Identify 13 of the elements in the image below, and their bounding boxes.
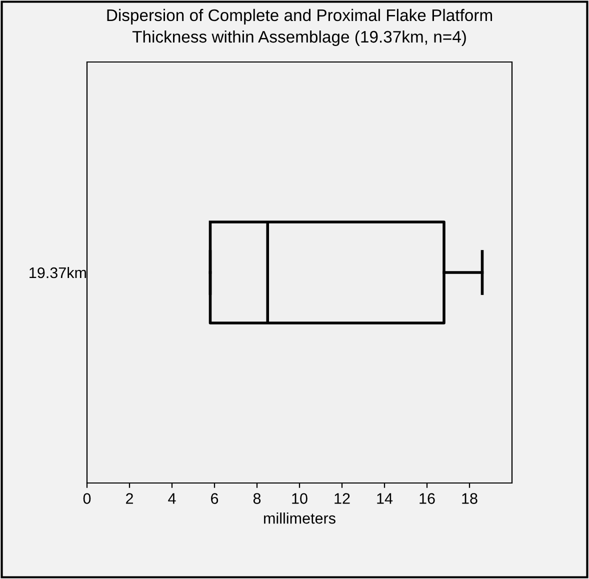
- y-tick-label: 19.37km: [30, 266, 86, 278]
- x-axis-title: millimeters: [264, 512, 336, 524]
- x-tick-label: 6: [211, 493, 218, 504]
- x-tick-label: 18: [462, 493, 478, 504]
- chart-title: Dispersion of Complete and Proximal Flake Platform Thickness within Assemblage (19.37km, n=4): [107, 8, 492, 46]
- x-tick-label: 16: [420, 493, 435, 504]
- x-tick-label: 2: [126, 493, 133, 504]
- x-tick-label: 8: [253, 493, 261, 504]
- x-tick-label: 4: [168, 493, 176, 504]
- x-tick-label: 10: [292, 493, 308, 504]
- x-tick-label: 14: [377, 493, 393, 504]
- x-tick-label: 12: [334, 493, 350, 504]
- x-tick-label: 0: [83, 493, 91, 504]
